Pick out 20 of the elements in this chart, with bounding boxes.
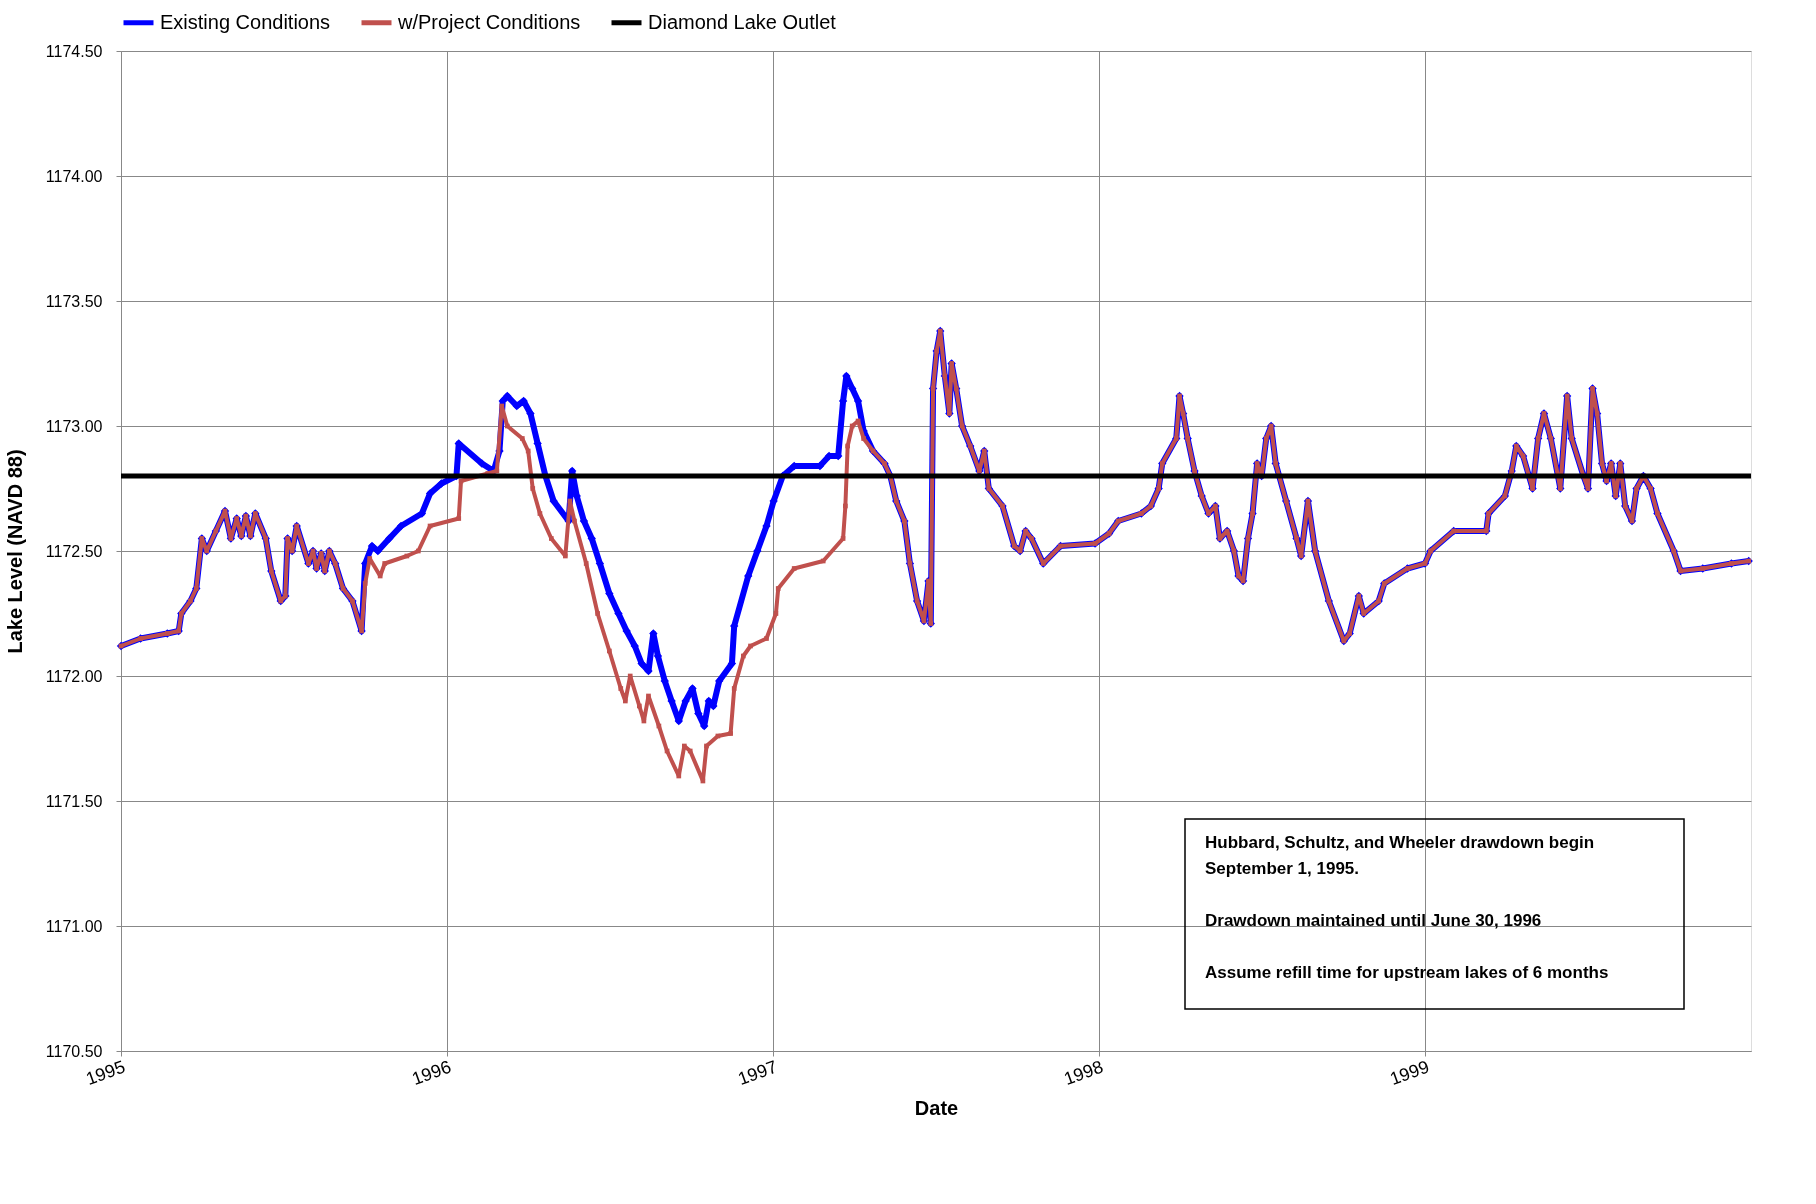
y-tick-label: 1173.00	[45, 417, 103, 435]
y-axis-title: Lake Level (NAVD 88)	[3, 449, 26, 654]
x-tick-label: 1999	[1387, 1056, 1432, 1090]
annotation: Assume refill time for upstream lakes of 6 months	[1205, 963, 1609, 982]
y-tick-label: 1171.00	[45, 917, 103, 935]
legend-label: Existing Conditions	[160, 10, 331, 33]
y-tick-label: 1172.50	[45, 542, 103, 560]
x-tick-label: 1996	[409, 1056, 454, 1090]
annotation: Drawdown maintained until June 30, 1996	[1205, 911, 1542, 930]
x-tick-label: 1997	[735, 1056, 780, 1090]
y-tick-label: 1173.50	[45, 292, 103, 310]
y-tick-label: 1171.50	[45, 792, 103, 810]
y-tick-label: 1172.00	[45, 667, 103, 685]
legend-label: w/Project Conditions	[397, 10, 581, 33]
y-tick-label: 1174.00	[45, 167, 103, 185]
annotation: Hubbard, Schultz, and Wheeler drawdown begin September 1, 1995.	[1205, 833, 1595, 878]
y-tick-label: 1174.50	[45, 42, 103, 60]
x-tick-label: 1998	[1061, 1056, 1106, 1090]
x-axis-title: Date	[914, 1097, 959, 1120]
legend-label: Diamond Lake Outlet	[648, 10, 837, 33]
